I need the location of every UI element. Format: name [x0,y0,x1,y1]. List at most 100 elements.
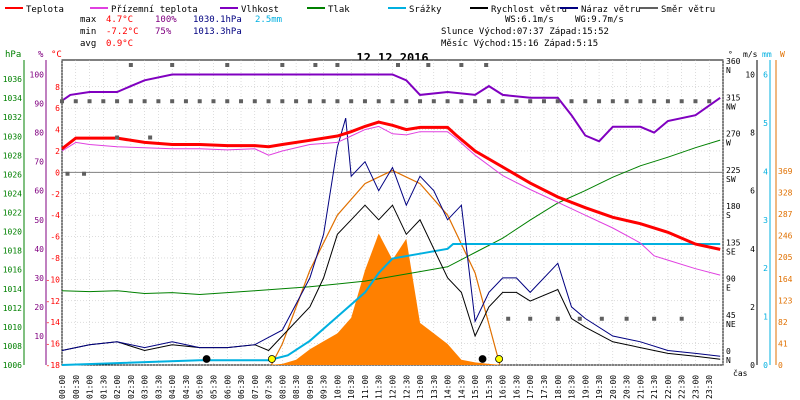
wind-dir-point [610,99,615,104]
x-tick-label: 09:30 [320,375,329,399]
legend: Teplota Přízemní teplota Vlhkost Tlak Srážky… [5,5,715,15]
legend-label: Směr větru [661,5,715,15]
x-tick-label: 15:30 [485,375,494,399]
wind-dir-point [376,99,381,104]
x-tick-label: 12:30 [402,375,411,399]
wind-dir-point [514,99,519,104]
tick-label-w: 123 [778,296,793,305]
x-tick-label: 02:00 [113,375,122,399]
x-tick-label: 07:00 [251,375,260,399]
tick-label-dir: E [726,284,731,293]
tick-label-temp: 6 [55,104,60,113]
wind-dir-point [541,99,546,104]
x-tick-label: 17:00 [526,375,535,399]
wind-dir-point [115,99,120,104]
x-tick-label: 00:00 [58,375,67,399]
stat-pres-max: 1030.1hPa [193,15,242,25]
tick-value-dir: 225 [726,166,741,175]
tick-label-w: 41 [778,339,788,348]
tick-label-w: 246 [778,232,793,241]
tick-value-dir: 135 [726,238,741,247]
x-tick-label: 05:00 [196,375,205,399]
x-tick-label: 03:00 [141,375,150,399]
wind-dir-point [60,99,64,104]
moon-info: Měsíc Východ:15:16 Západ:5:15 [441,39,598,49]
x-tick-label: 10:30 [347,375,356,399]
tick-value-dir: 45 [726,311,736,320]
stat-label-avg: avg [80,39,96,49]
x-tick-label: 07:30 [265,375,274,399]
tick-label-w: 205 [778,253,793,262]
x-tick-label: 23:00 [691,375,700,399]
wind-speed-info: WS:6.1m/s [505,15,554,25]
tick-label-hpa: 1024 [3,189,22,198]
wind-dir-point [266,99,271,104]
tick-label-pct: 70 [34,158,44,167]
x-tick-label: 23:30 [705,375,714,399]
wind-dir-point [555,316,560,321]
wind-dir-point [362,99,367,104]
wind-dir-point [583,99,588,104]
tick-label-temp: -2 [50,190,60,199]
tick-label-ms: 6 [750,187,755,196]
x-tick-label: 22:30 [678,375,687,399]
wind-dir-point [679,99,684,104]
axis-unit-dir: ° [728,50,733,59]
wind-dir-point [638,99,643,104]
stat-hum-min: 75% [155,27,172,37]
tick-label-hpa: 1018 [3,247,22,256]
wind-dir-point [280,99,285,104]
x-tick-label: 13:00 [416,375,425,399]
tick-label-pct: 80 [34,129,44,138]
stat-temp-max: 4.7°C [106,15,133,25]
x-tick-label: 01:30 [99,375,108,399]
wind-dir-point [486,99,491,104]
tick-label-temp: 4 [55,126,60,135]
wind-dir-point [404,99,409,104]
x-tick-label: 02:30 [127,375,136,399]
wind-dir-point [418,99,423,104]
legend-label: Vlhkost [241,5,279,15]
wind-dir-point [73,99,78,104]
tick-label-temp: 8 [55,83,60,92]
x-tick-label: 21:30 [650,375,659,399]
tick-label-mm: 5 [763,119,768,128]
x-tick-label: 18:00 [554,375,563,399]
tick-label-dir: NW [726,102,736,111]
wind-dir-point [170,99,175,104]
tick-label-ms: 10 [745,71,755,80]
wind-dir-point [569,99,574,104]
tick-label-pct: 100 [30,71,45,80]
tick-value-dir: 315 [726,93,741,102]
tick-label-w: 164 [778,275,793,284]
wind-dir-point [313,63,318,67]
x-tick-label: 17:30 [540,375,549,399]
tick-label-hpa: 1012 [3,304,22,313]
tick-label-pct: 50 [34,216,44,225]
tick-label-temp: -18 [46,361,61,370]
wind-dir-point [431,99,436,104]
tick-label-dir: S [726,211,731,220]
tick-label-pct: 10 [34,332,44,341]
x-axis-title: čas [733,368,748,378]
wind-dir-point [335,99,340,104]
series-p-zemn-teplota [61,125,721,276]
wind-dir-point [426,63,431,67]
tick-label-hpa: 1014 [3,285,22,294]
tick-label-hpa: 1022 [3,209,22,218]
wind-dir-point [170,63,175,67]
stat-label-min: min [80,27,96,37]
tick-label-hpa: 1026 [3,170,22,179]
x-tick-label: 04:00 [168,375,177,399]
wind-dir-point [197,99,202,104]
tick-label-dir: SE [726,247,736,256]
x-tick-label: 08:30 [292,375,301,399]
tick-label-temp: -10 [46,275,61,284]
sunrise-marker [267,355,276,363]
tick-label-temp: -4 [50,211,60,220]
tick-label-ms: 4 [750,245,755,254]
wind-dir-point [87,99,92,104]
tick-label-hpa: 1032 [3,113,22,122]
tick-label-mm: 2 [763,264,768,273]
